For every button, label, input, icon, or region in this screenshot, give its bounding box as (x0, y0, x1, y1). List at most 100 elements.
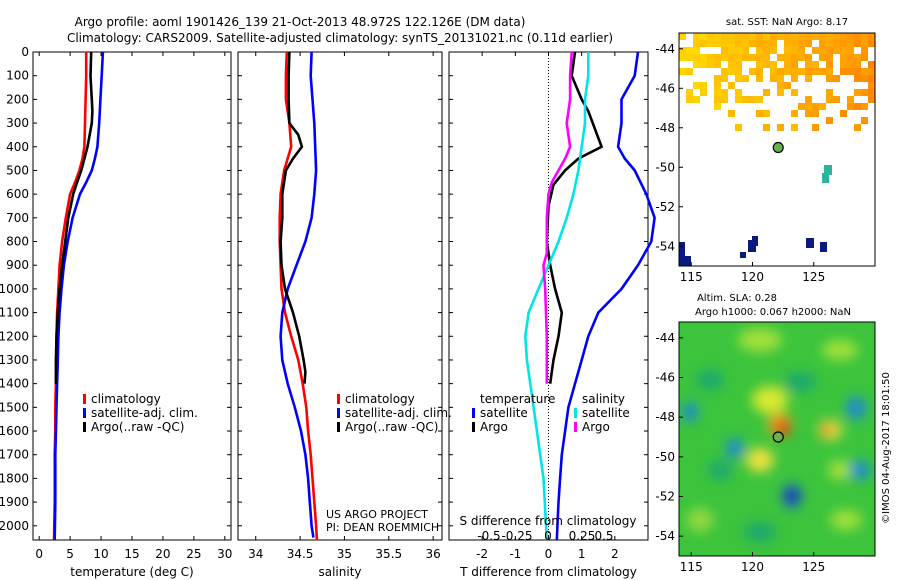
sst-cell (763, 89, 770, 96)
x-tick-label: 0 (545, 547, 553, 561)
sst-cell (728, 82, 735, 89)
sst-cell (763, 40, 770, 47)
sst-cell (763, 54, 770, 61)
sst-cell (861, 68, 868, 75)
y-tick-label: 1300 (0, 353, 29, 367)
sst-cell (728, 33, 735, 40)
salinity-argo-line (542, 51, 573, 384)
sst-cell (728, 68, 735, 75)
y-tick-label: 400 (6, 140, 29, 154)
y-tick-label: 1000 (0, 282, 29, 296)
sst-cell (700, 61, 707, 68)
sst-cell (854, 124, 861, 131)
sst-cell (840, 54, 847, 61)
sla-blob (708, 460, 732, 480)
legend-swatch (574, 408, 577, 418)
sst-cell (735, 47, 742, 54)
sst-cell (770, 75, 777, 82)
sst-cell (777, 82, 784, 89)
sla-blob (822, 340, 858, 360)
sst-cell (868, 33, 875, 40)
sst-cell (798, 40, 805, 47)
sla-blob (846, 396, 866, 420)
map-frame (678, 32, 876, 267)
sst-cell (840, 40, 847, 47)
sst-cell (686, 68, 693, 75)
x-tick-label: 35.5 (375, 547, 402, 561)
sst-map: 115 120 125 -44 -46 -48 -50 -52 -54 (655, 32, 876, 284)
sst-cell (784, 40, 791, 47)
x-tick-label: 125 (802, 560, 825, 574)
legend-swatch (337, 408, 340, 418)
y-tick-label: 200 (6, 92, 29, 106)
sst-cell (735, 40, 742, 47)
y-tick-label: -46 (655, 371, 675, 385)
sla-blob (850, 460, 870, 480)
sst-cell (812, 61, 819, 68)
sla-blob (686, 508, 714, 532)
sst-cell (721, 54, 728, 61)
sst-cell (826, 75, 833, 82)
sst-cell (756, 110, 763, 117)
imos-stamp: ©IMOS 04-Aug-2017 18:01:50 (881, 372, 892, 524)
sst-cell (824, 165, 832, 175)
s-tick-label: 0.5 (594, 529, 613, 543)
sst-cell (749, 33, 756, 40)
sst-cell (721, 33, 728, 40)
map-frame (678, 321, 876, 557)
sla-blob (682, 402, 698, 422)
sst-cell (756, 54, 763, 61)
sst-cell (770, 40, 777, 47)
sst-cell (749, 68, 756, 75)
x-tick-label: 15 (124, 547, 139, 561)
sst-cell (756, 75, 763, 82)
sst-cell (707, 61, 714, 68)
x-tick-label: 120 (741, 560, 764, 574)
sst-cell (847, 47, 854, 54)
sst-cell (707, 40, 714, 47)
sst-cell (812, 47, 819, 54)
sst-cell (728, 110, 735, 117)
sla-map-title-line2: Argo h1000: 0.067 h2000: NaN (695, 307, 851, 318)
legend-label: satellite-adj. clim. (91, 406, 198, 420)
sst-cell (700, 40, 707, 47)
sla-blob (696, 370, 724, 390)
x-axis-label: T difference from climatology (459, 565, 637, 579)
x-tick-label: 1 (578, 547, 586, 561)
x-tick-label: 35 (337, 547, 352, 561)
legend-label: Argo (582, 420, 610, 434)
sst-cell (791, 68, 798, 75)
argo-raw-qc-line (54, 51, 94, 384)
sst-cell (847, 96, 854, 103)
x-tick-label: 115 (680, 560, 703, 574)
sst-cell (693, 54, 700, 61)
sst-cell (721, 40, 728, 47)
sst-cell (812, 33, 819, 40)
sst-cell (847, 68, 854, 75)
pi-label: PI: DEAN ROEMMICH (326, 521, 439, 534)
sst-cell (854, 68, 861, 75)
sst-cell (700, 33, 707, 40)
salinity-panel: 34 34.5 35 35.5 36 salinity climatologysatelli… (237, 51, 452, 579)
sst-cell (693, 47, 700, 54)
sst-cell (686, 47, 693, 54)
x-axis-label: temperature (deg C) (70, 565, 193, 579)
sst-cell (721, 47, 728, 54)
sst-cell (763, 33, 770, 40)
x-tick-label: 34 (248, 547, 263, 561)
sst-cell (854, 61, 861, 68)
sst-cell (763, 110, 770, 117)
legend-swatch (83, 422, 86, 432)
sst-cell (742, 40, 749, 47)
legend-swatch (83, 408, 86, 418)
sst-cell (798, 47, 805, 54)
y-tick-label: -44 (655, 331, 675, 345)
legend-label: satellite-adj. clim. (345, 406, 452, 420)
sst-cell (777, 68, 784, 75)
sst-cell (822, 173, 829, 183)
sst-cell (679, 47, 686, 54)
y-tick-label: 100 (6, 69, 29, 83)
sst-cell (693, 96, 700, 103)
legend-swatch (337, 422, 340, 432)
sst-cell (847, 61, 854, 68)
